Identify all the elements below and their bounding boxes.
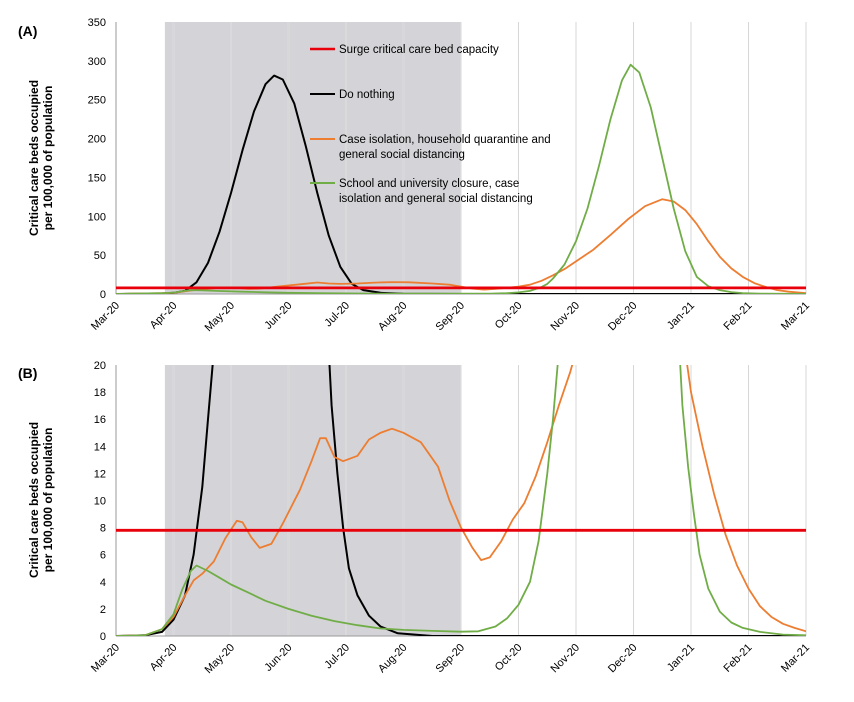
panel-a-x-tick-label: May-20 [203,300,237,334]
panel-b-ylabel-line2: per 100,000 of population [41,428,55,573]
panel-a-y-tick-label: 100 [88,211,106,223]
panel-b-series [116,365,806,636]
panel-b-x-tick-label: Sep-20 [434,642,468,676]
panel-b-y-tick-label: 4 [100,577,106,589]
panel-a-x-tick-label: Nov-20 [549,300,583,334]
panel-a-x-ticks: Mar-20 Apr-20 May-20 Jun-20 Jul-20 Aug-20 Sep-… [89,300,812,334]
panel-b-shaded-region [164,365,461,636]
panel-b-x-tick-label: Jun-20 [262,642,294,674]
panel-a-y-ticks: 0 50 100 150 200 250 300 350 [88,17,106,301]
panel-b-x-tick-label: Oct-20 [493,642,525,674]
panel-b-x-tick-label: Aug-20 [376,642,410,676]
panel-b-x-tick-label: May-20 [203,642,237,676]
panel-b-x-tick-label: Apr-20 [148,642,180,674]
panel-a-x-tick-label: Mar-21 [779,300,812,333]
panel-b-x-tick-label: Mar-21 [779,642,812,675]
panel-a-do-nothing-line [116,74,806,294]
panel-a-y-tick-label: 50 [94,250,106,262]
panel-b-y-tick-label: 0 [100,631,106,643]
panel-a-grid [115,22,807,295]
panel-b-x-tick-label: Nov-20 [549,642,583,676]
panel-b-x-tick-label: Dec-20 [606,642,640,676]
panel-b-x-tick-label: Feb-21 [721,642,754,675]
panel-b-x-tick-label: Jul-20 [322,642,352,672]
panel-a-ylabel-line1: Critical care beds occupied [27,80,41,236]
panel-b: 0 2 4 6 8 10 12 14 16 18 20 Mar-20 Apr-20 May-20 Jun-… [18,360,812,676]
panel-b-case-isolation-line [116,365,806,636]
panel-a-x-tick-label: Jul-20 [322,300,352,330]
panel-a-x-tick-label: Apr-20 [148,300,180,332]
panel-b-ylabel-line1: Critical care beds occupied [27,422,41,578]
panel-b-x-tick-label: Mar-20 [89,642,122,675]
panel-a-x-tick-label: Aug-20 [376,300,410,334]
panel-b-y-tick-label: 10 [94,496,106,508]
panel-b-y-tick-label: 14 [94,441,106,453]
panel-b-y-tick-label: 8 [100,523,106,535]
panel-a: 0 50 100 150 200 250 300 350 Mar-20 Apr-20 May-20… [18,17,812,334]
legend-label-school-closure: School and university closure, case isola… [339,178,533,205]
panel-a-x-tick-label: Dec-20 [606,300,640,334]
panel-a-x-tick-label: Feb-21 [721,300,754,333]
panel-b-y-tick-label: 18 [94,387,106,399]
panel-b-y-tick-label: 20 [94,360,106,372]
panel-a-label: (A) [18,23,37,39]
legend-label-case-isolation: Case isolation, household quarantine and… [339,134,551,161]
panel-a-y-tick-label: 0 [100,289,106,301]
legend-label-do-nothing: Do nothing [339,89,395,101]
panel-b-grid [115,365,807,637]
legend-label-capacity: Surge critical care bed capacity [339,44,499,56]
panel-a-x-tick-label: Mar-20 [89,300,122,333]
panel-a-y-tick-label: 250 [88,95,106,107]
panel-b-x-tick-label: Jan-21 [665,642,697,674]
panel-a-series [116,63,806,294]
panel-b-label: (B) [18,365,37,381]
panel-a-x-tick-label: Jun-20 [262,300,294,332]
panel-a-y-tick-label: 200 [88,134,106,146]
panel-a-y-tick-label: 150 [88,172,106,184]
panel-b-do-nothing-line [116,365,806,636]
panel-a-x-tick-label: Jan-21 [665,300,697,332]
panel-a-school-closure-line [116,63,806,294]
panel-a-y-tick-label: 350 [88,17,106,29]
panel-a-x-tick-label: Oct-20 [493,300,525,332]
panel-b-y-tick-label: 2 [100,604,106,616]
panel-b-y-tick-label: 6 [100,550,106,562]
panel-b-x-ticks: Mar-20 Apr-20 May-20 Jun-20 Jul-20 Aug-20 Sep-… [89,642,812,676]
panel-a-y-tick-label: 300 [88,56,106,68]
panel-b-y-tick-label: 16 [94,414,106,426]
legend: Surge critical care bed capacity Do noth… [310,44,551,205]
panel-b-school-closure-line [116,365,806,636]
panel-b-y-ticks: 0 2 4 6 8 10 12 14 16 18 20 [94,360,106,643]
panel-a-ylabel-line2: per 100,000 of population [41,86,55,231]
panel-b-y-tick-label: 12 [94,468,106,480]
panel-a-x-tick-label: Sep-20 [434,300,468,334]
